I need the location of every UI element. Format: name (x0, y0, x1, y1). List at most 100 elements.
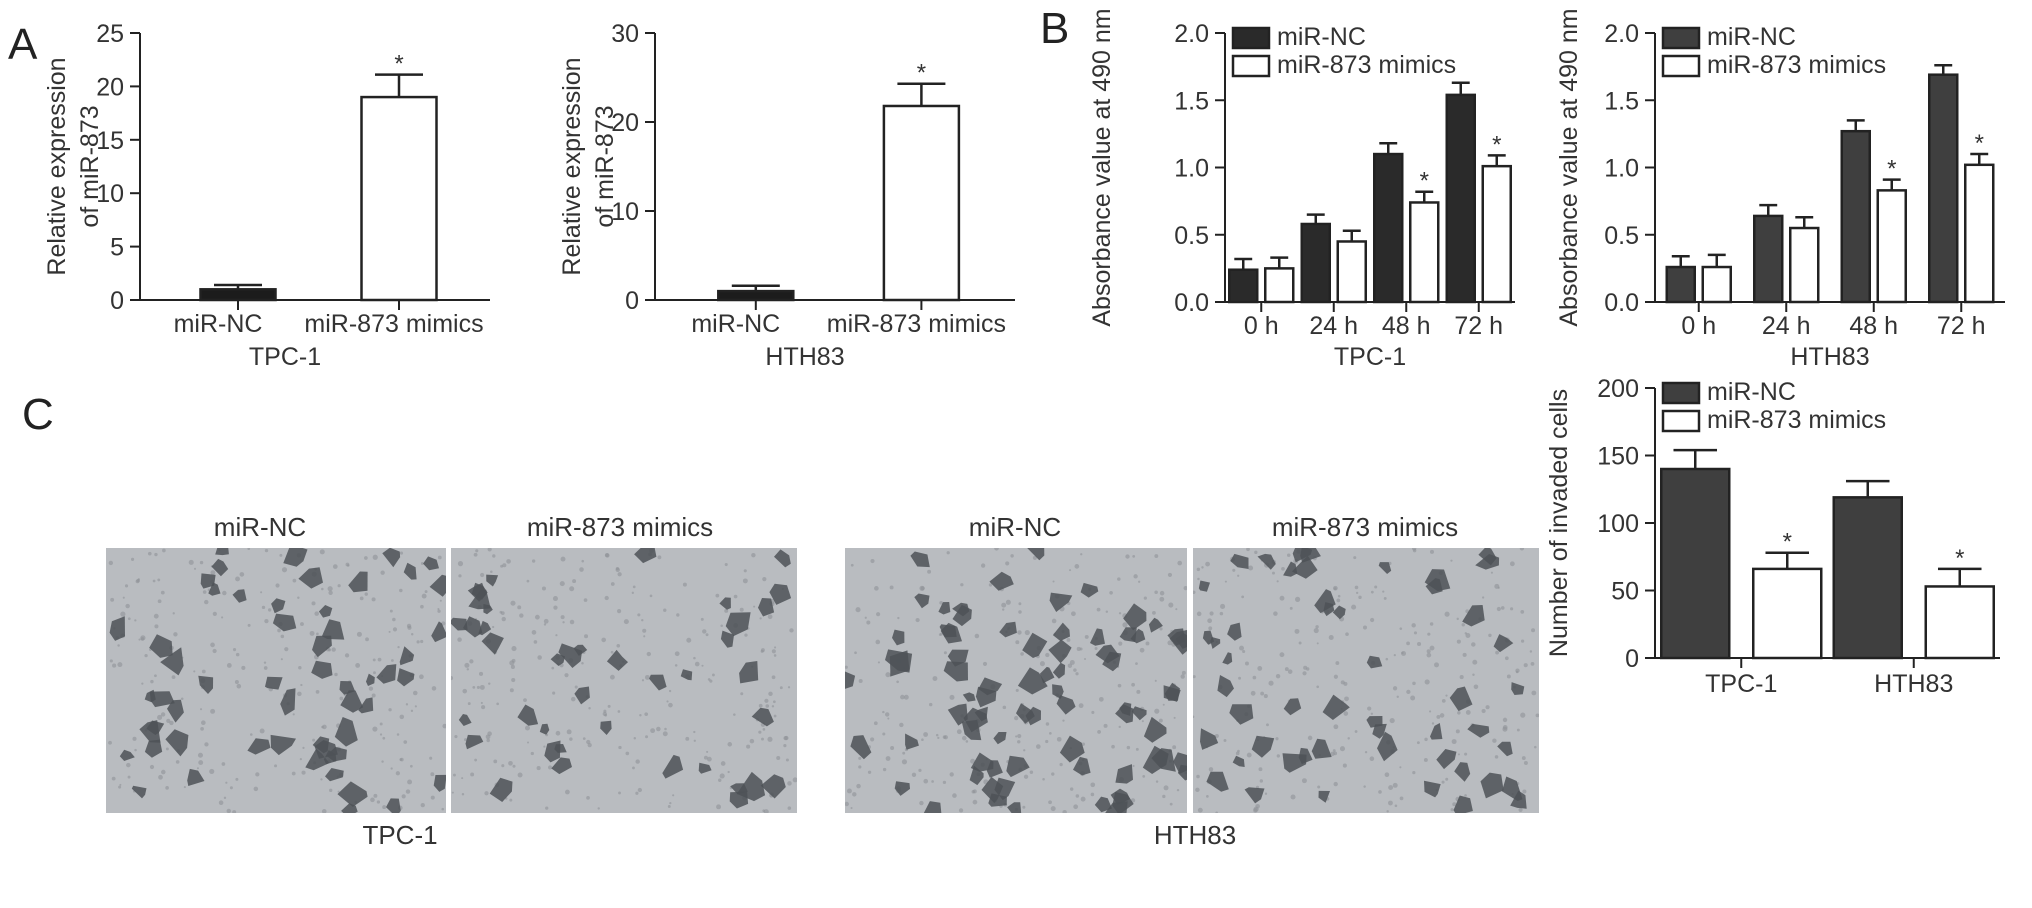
membrane-pore (388, 630, 391, 633)
membrane-pore (199, 708, 203, 711)
membrane-pore (958, 808, 964, 813)
membrane-pore (1520, 639, 1525, 643)
membrane-pore (911, 772, 917, 777)
x-category-label: 48 h (1849, 312, 1898, 340)
membrane-pore (1315, 625, 1319, 629)
membrane-pore (193, 670, 196, 673)
membrane-pore (551, 666, 555, 670)
significance-mark: * (917, 60, 926, 87)
membrane-pore (430, 772, 435, 777)
membrane-pore (902, 751, 906, 755)
membrane-pore (381, 760, 384, 763)
membrane-pore (864, 616, 867, 619)
membrane-pore (328, 590, 333, 595)
membrane-pore (1059, 762, 1063, 767)
membrane-pore (1206, 795, 1209, 798)
membrane-pore (509, 798, 513, 802)
invaded-cell (334, 717, 358, 747)
membrane-pore (420, 639, 424, 644)
membrane-pore (693, 656, 696, 660)
membrane-pore (1162, 703, 1165, 706)
membrane-pore (610, 650, 614, 654)
membrane-pore (569, 619, 575, 625)
membrane-pore (1450, 808, 1454, 812)
bar (1876, 189, 1907, 304)
invaded-cell (1227, 622, 1242, 641)
membrane-pore (1367, 706, 1372, 711)
membrane-pore (746, 744, 751, 749)
membrane-pore (667, 805, 671, 808)
invaded-cell (1377, 731, 1398, 762)
membrane-pore (1154, 679, 1157, 682)
membrane-pore (277, 628, 281, 633)
membrane-pore (949, 772, 954, 777)
invaded-cell (993, 732, 1007, 745)
invaded-cell (1430, 723, 1443, 740)
invaded-cell (348, 571, 368, 593)
membrane-pore (490, 570, 493, 574)
membrane-pore (1017, 630, 1022, 635)
membrane-pore (1014, 715, 1019, 721)
membrane-pore (858, 765, 862, 769)
invaded-cell (758, 598, 775, 617)
invaded-cell (1052, 662, 1066, 679)
membrane-pore (1023, 749, 1026, 752)
membrane-pore (943, 735, 948, 740)
invaded-cell (433, 774, 446, 792)
membrane-pore (1456, 617, 1459, 621)
membrane-pore (1075, 794, 1080, 798)
membrane-pore (845, 801, 849, 807)
membrane-pore (760, 649, 764, 653)
membrane-pore (531, 630, 537, 635)
legend-label: miR-873 mimics (1707, 51, 1886, 79)
membrane-pore (952, 793, 957, 798)
membrane-pore (280, 658, 283, 661)
membrane-pore (196, 767, 199, 770)
invaded-cell (325, 768, 344, 782)
membrane-pore (866, 620, 871, 625)
membrane-pore (631, 591, 634, 594)
membrane-pore (1276, 580, 1279, 583)
membrane-pore (1049, 732, 1052, 735)
bar (1300, 222, 1331, 304)
membrane-pore (1399, 796, 1404, 801)
membrane-pore (768, 691, 773, 697)
membrane-pore (175, 760, 180, 764)
bar (199, 288, 277, 302)
membrane-pore (644, 712, 649, 716)
membrane-pore (253, 786, 259, 792)
membrane-pore (560, 615, 565, 620)
micrograph-tpc-mir-nc (106, 548, 446, 813)
membrane-pore (474, 758, 478, 762)
invaded-cell (1511, 682, 1525, 695)
membrane-pore (657, 555, 662, 560)
membrane-pore (764, 698, 769, 703)
membrane-pore (1196, 774, 1200, 779)
membrane-pore (1142, 775, 1146, 778)
invaded-cell (914, 593, 930, 609)
membrane-pore (134, 619, 137, 622)
legend-swatch (1661, 381, 1701, 405)
membrane-pore (1485, 705, 1490, 710)
membrane-pore (1287, 669, 1293, 674)
membrane-pore (744, 633, 748, 637)
membrane-pore (481, 705, 486, 710)
membrane-pore (1241, 595, 1245, 599)
membrane-pore (1455, 729, 1460, 734)
membrane-pore (1423, 758, 1428, 762)
panel-label-b: B (1040, 4, 1070, 53)
membrane-pore (320, 778, 323, 781)
membrane-pore (267, 608, 272, 612)
invaded-cell (465, 734, 484, 750)
invaded-cell (1200, 728, 1219, 750)
invaded-cell (845, 671, 856, 689)
bar (1445, 93, 1476, 304)
membrane-pore (1117, 683, 1122, 688)
x-category-label: 48 h (1382, 312, 1431, 340)
membrane-pore (641, 619, 644, 622)
membrane-pore (337, 790, 340, 793)
membrane-pore (127, 775, 131, 779)
membrane-pore (939, 601, 943, 605)
invaded-cell (1048, 639, 1072, 664)
membrane-pore (1445, 694, 1448, 697)
